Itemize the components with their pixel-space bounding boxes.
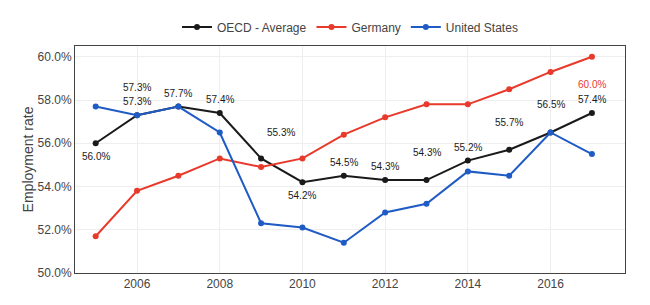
svg-text:2006: 2006: [124, 277, 151, 291]
svg-text:57.3%: 57.3%: [123, 82, 151, 93]
svg-text:55.3%: 55.3%: [267, 127, 295, 138]
svg-text:United States: United States: [446, 21, 518, 35]
svg-text:50.0%: 50.0%: [38, 266, 72, 280]
svg-text:Employment rate: Employment rate: [20, 106, 36, 212]
svg-text:56.0%: 56.0%: [82, 151, 110, 162]
svg-text:58.0%: 58.0%: [38, 93, 72, 107]
svg-text:56.5%: 56.5%: [537, 99, 565, 110]
svg-text:2008: 2008: [206, 277, 233, 291]
svg-text:56.0%: 56.0%: [38, 136, 72, 150]
svg-text:54.3%: 54.3%: [371, 161, 399, 172]
svg-text:52.0%: 52.0%: [38, 223, 72, 237]
svg-text:2012: 2012: [372, 277, 399, 291]
svg-text:2016: 2016: [537, 277, 564, 291]
svg-text:57.4%: 57.4%: [206, 94, 234, 105]
svg-text:2010: 2010: [289, 277, 316, 291]
svg-text:54.2%: 54.2%: [288, 190, 316, 201]
svg-text:54.0%: 54.0%: [38, 180, 72, 194]
svg-text:57.7%: 57.7%: [164, 88, 192, 99]
svg-text:OECD - Average: OECD - Average: [217, 21, 306, 35]
svg-text:60.0%: 60.0%: [38, 50, 72, 64]
svg-text:55.7%: 55.7%: [495, 117, 523, 128]
svg-text:60.0%: 60.0%: [578, 79, 606, 90]
svg-text:55.2%: 55.2%: [454, 142, 482, 153]
svg-text:54.3%: 54.3%: [413, 147, 441, 158]
svg-text:54.5%: 54.5%: [330, 157, 358, 168]
svg-text:2014: 2014: [455, 277, 482, 291]
svg-text:Germany: Germany: [351, 21, 400, 35]
svg-text:57.3%: 57.3%: [123, 96, 151, 107]
svg-text:57.4%: 57.4%: [578, 94, 606, 105]
